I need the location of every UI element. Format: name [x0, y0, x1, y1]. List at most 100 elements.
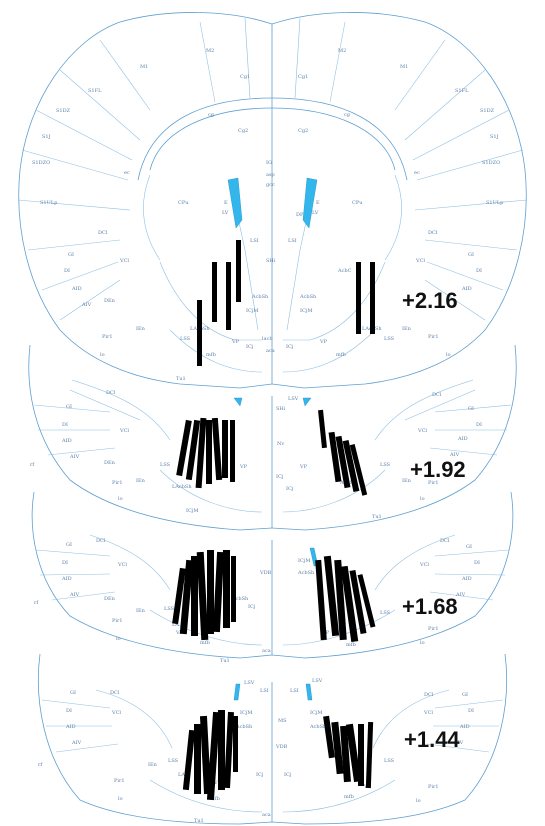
atlas-label: DEn [104, 298, 116, 304]
electrode-track [357, 574, 376, 628]
atlas-label: aca [262, 812, 271, 818]
atlas-label: M1 [140, 64, 148, 70]
electrode-track [176, 419, 192, 477]
atlas-label: VCl [119, 428, 129, 434]
atlas-label: mfb [336, 352, 346, 358]
atlas-label: GI [468, 406, 474, 412]
electrode-track [212, 262, 217, 322]
atlas-label: ec [414, 170, 420, 176]
electrode-track [179, 559, 194, 635]
electrode-track [195, 417, 207, 489]
atlas-label: Pir1 [428, 334, 439, 340]
atlas-label: LV [222, 210, 229, 216]
atlas-label: LSV [312, 678, 323, 684]
atlas-label: VP [175, 630, 184, 636]
atlas-label: VCl [423, 710, 433, 716]
section-4-coordinate: +1.44 [404, 727, 460, 752]
section-2-tracks [176, 409, 368, 496]
electrode-track [182, 729, 196, 791]
section-1: M1 M2 Cg1 Cg1 M2 M1 S1FL S1FL S1DZ S1DZ … [17, 12, 528, 389]
atlas-label: AID [71, 286, 82, 292]
atlas-label: AID [461, 576, 472, 582]
atlas-label: gcc [266, 182, 275, 188]
atlas-label: LSS [180, 336, 191, 342]
atlas-label: LSI [260, 688, 269, 694]
electrode-track [226, 262, 231, 330]
section-2: GI GI DI DI AID AID AIV AIV DCl DCl VCl … [28, 344, 517, 531]
atlas-label: IEn [136, 326, 146, 332]
atlas-label: LSS [380, 462, 391, 468]
atlas-label: ICjM [300, 308, 312, 314]
atlas-label: ICjM [310, 710, 322, 716]
atlas-label: AID [459, 724, 470, 730]
atlas-label: VP [319, 339, 328, 345]
atlas-label: Nv [277, 441, 284, 447]
atlas-label: mfb [206, 352, 216, 358]
atlas-label: ICj [248, 604, 256, 610]
atlas-label: GI [68, 252, 74, 258]
atlas-label: lo [100, 352, 105, 358]
electrode-track [323, 555, 340, 637]
atlas-label: DI [62, 422, 68, 428]
electrode-track [231, 556, 236, 622]
atlas-label: DI [62, 560, 68, 566]
atlas-label: AcbC [337, 268, 352, 274]
lateral-ventricle-left [233, 683, 241, 701]
electrode-track [356, 262, 361, 334]
atlas-label: LSI [288, 238, 297, 244]
atlas-label: VCl [111, 710, 121, 716]
atlas-label: E [224, 200, 228, 206]
atlas-label: Cg1 [298, 74, 308, 80]
atlas-label: Tu1 [176, 376, 186, 382]
electrode-track [334, 559, 347, 641]
atlas-label: mfb [210, 796, 220, 802]
atlas-label: VP [213, 780, 222, 786]
electrode-track [370, 262, 375, 334]
atlas-label: Tu1 [220, 658, 230, 664]
atlas-label: lo [420, 496, 425, 502]
atlas-label: cg [208, 112, 215, 118]
lateral-ventricle-left [227, 177, 243, 229]
atlas-label: DCl [424, 692, 434, 698]
atlas-label: S1ULp [40, 200, 57, 206]
atlas-label: LSS [164, 606, 175, 612]
atlas-label: ICjM [240, 710, 252, 716]
atlas-label: GI [462, 692, 468, 698]
electrode-track [185, 419, 201, 481]
atlas-label: DCl [106, 390, 116, 396]
electrode-track [207, 550, 214, 634]
electrode-track [194, 724, 201, 794]
atlas-label: Pir1 [428, 480, 439, 486]
atlas-label: VP [231, 339, 240, 345]
atlas-label: AcbSh [235, 724, 253, 730]
atlas-label: Pir1 [428, 626, 439, 632]
section-3-tracks [172, 550, 376, 643]
atlas-label: DCl [440, 538, 450, 544]
atlas-label: Pir1 [428, 784, 439, 790]
electrode-track [349, 444, 368, 496]
atlas-label: lo [416, 798, 421, 804]
electrode-track [212, 551, 225, 633]
atlas-label: mfb [346, 642, 356, 648]
atlas-label: LSV [244, 680, 255, 686]
atlas-label: AID [457, 436, 468, 442]
atlas-label: DI [64, 268, 70, 274]
atlas-label: S1DZ [56, 108, 71, 114]
atlas-label: S1DZ [480, 108, 495, 114]
electrode-track [340, 725, 351, 783]
atlas-label: LSI [250, 238, 259, 244]
atlas-label: ICj [286, 344, 294, 350]
atlas-label: AcbSh [299, 294, 317, 300]
atlas-label: LSS [160, 462, 171, 468]
atlas-label: LSV [288, 396, 299, 402]
atlas-label: IEn [136, 608, 146, 614]
atlas-label: Cg2 [298, 128, 308, 134]
atlas-label: ICj [256, 772, 264, 778]
atlas-label: AIV [449, 452, 460, 458]
atlas-label: AcbSh [231, 596, 249, 602]
atlas-label: DI [468, 708, 474, 714]
atlas-label: VDB [259, 570, 272, 576]
electrode-track [365, 721, 374, 789]
electrode-track [197, 300, 202, 366]
atlas-label: VCl [119, 258, 129, 264]
